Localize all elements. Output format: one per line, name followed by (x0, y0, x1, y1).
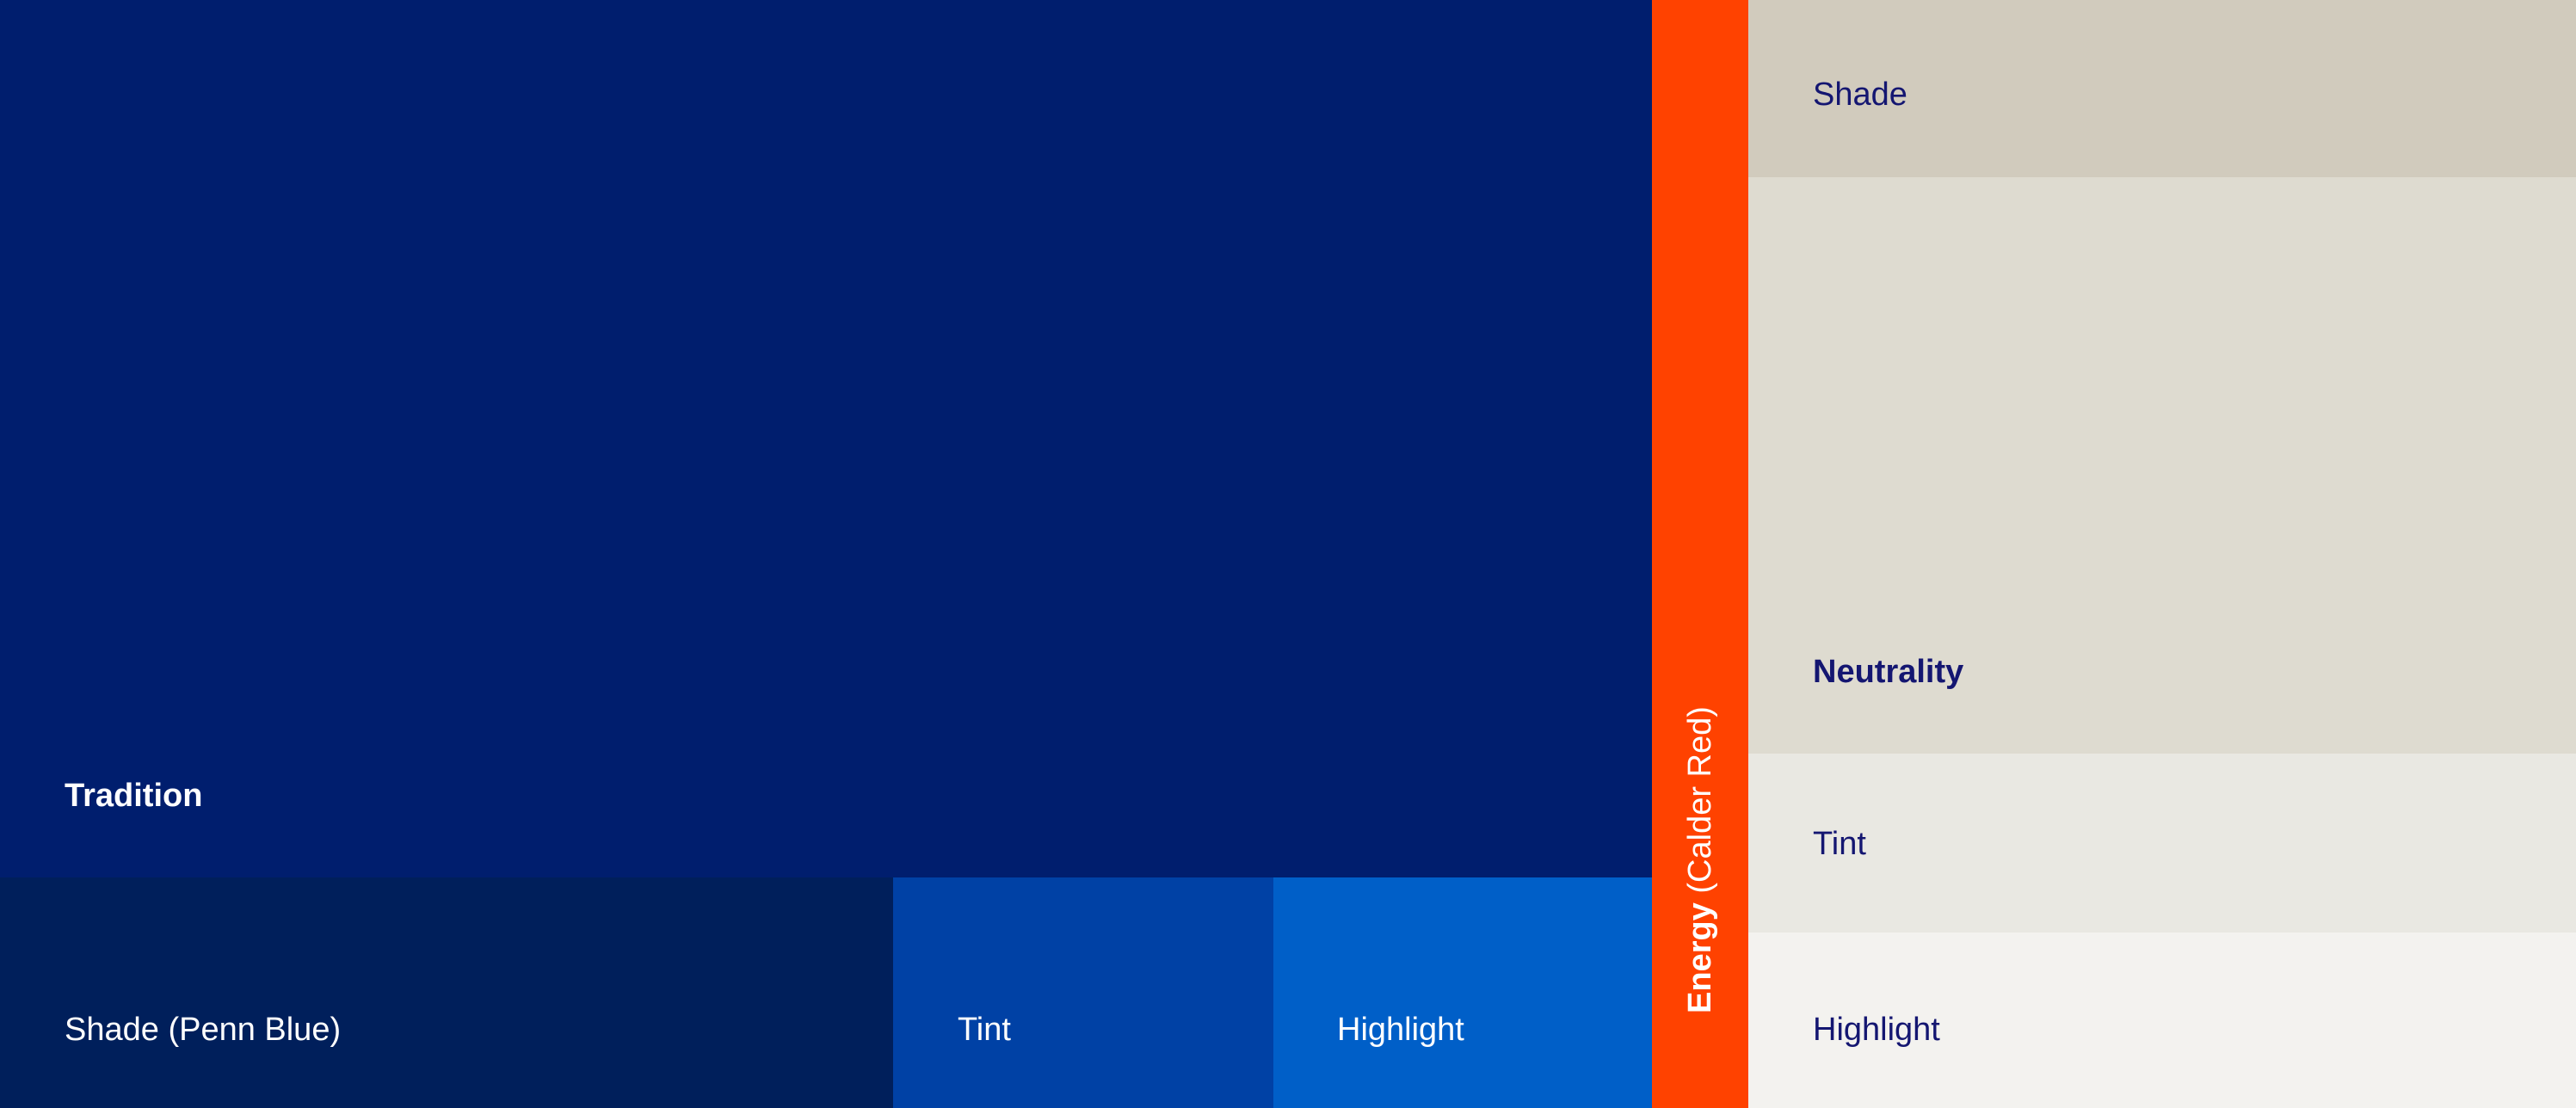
energy-label-bold: Energy (1682, 902, 1718, 1013)
blue-tint-swatch: Tint (893, 877, 1273, 1108)
blue-tint-label: Tint (958, 1012, 1011, 1048)
neutral-highlight-label: Highlight (1813, 1012, 1940, 1048)
energy-label-regular: (Calder Red) (1682, 706, 1718, 903)
neutral-shade-label: Shade (1813, 77, 1907, 113)
tradition-swatch: Tradition (0, 0, 1652, 877)
neutral-tint-label: Tint (1813, 826, 1866, 862)
neutral-highlight-swatch: Highlight (1748, 933, 2576, 1108)
penn-blue-shade-label: Shade (Penn Blue) (65, 1012, 342, 1048)
tradition-label: Tradition (65, 778, 203, 814)
energy-label: Energy (Calder Red) (1682, 706, 1718, 1013)
neutrality-label: Neutrality (1813, 654, 1964, 690)
penn-blue-shade-swatch: Shade (Penn Blue) (0, 877, 893, 1108)
neutrality-swatch: Neutrality (1748, 177, 2576, 754)
energy-swatch: Energy (Calder Red) (1652, 0, 1748, 1108)
blue-highlight-swatch: Highlight (1273, 877, 1652, 1108)
blue-highlight-label: Highlight (1337, 1012, 1464, 1048)
neutral-tint-swatch: Tint (1748, 754, 2576, 933)
neutral-shade-swatch: Shade (1748, 0, 2576, 177)
